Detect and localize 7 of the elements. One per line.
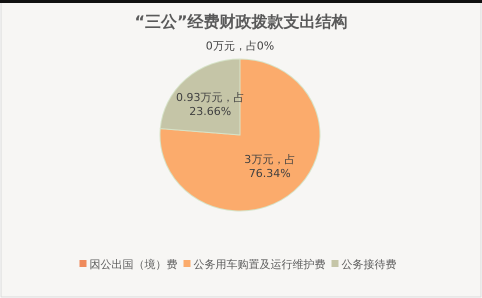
data-label: 0.93万元，占23.66% (176, 91, 244, 118)
legend-label: 公务用车购置及运行维护费 (194, 258, 326, 271)
data-label: 3万元，占76.34% (244, 152, 296, 180)
legend-label: 公务接待费 (342, 258, 396, 271)
legend-label: 因公出国（境）费 (90, 258, 178, 271)
chart-title: “三公”经费财政拨款支出结构 (134, 12, 348, 31)
text: 0万元，占0% (206, 40, 274, 53)
